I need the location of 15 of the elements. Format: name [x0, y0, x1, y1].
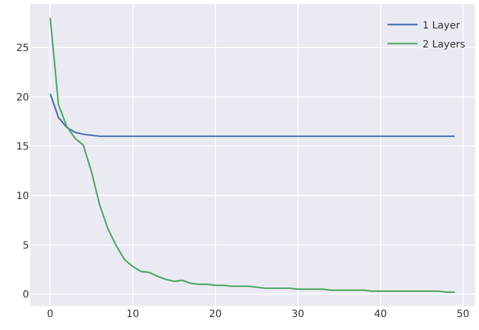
legend-label: 2 Layers [422, 39, 466, 50]
y-tick-label: 10 [16, 190, 29, 202]
y-tick-label: 25 [16, 42, 29, 54]
x-tick-label: 10 [126, 309, 140, 320]
y-tick-label: 0 [22, 290, 29, 301]
y-tick-label: 15 [16, 142, 29, 153]
x-tick-label: 0 [47, 309, 54, 320]
x-tick-label: 50 [456, 309, 470, 320]
x-tick-label: 30 [292, 309, 304, 320]
legend-label: 1 Layer [422, 20, 461, 32]
y-tick-label: 5 [22, 240, 29, 252]
line-series [49, 93, 456, 138]
x-tick-label: 20 [208, 309, 222, 320]
y-tick-label: 20 [16, 92, 29, 104]
x-tick-label: 40 [374, 309, 387, 320]
